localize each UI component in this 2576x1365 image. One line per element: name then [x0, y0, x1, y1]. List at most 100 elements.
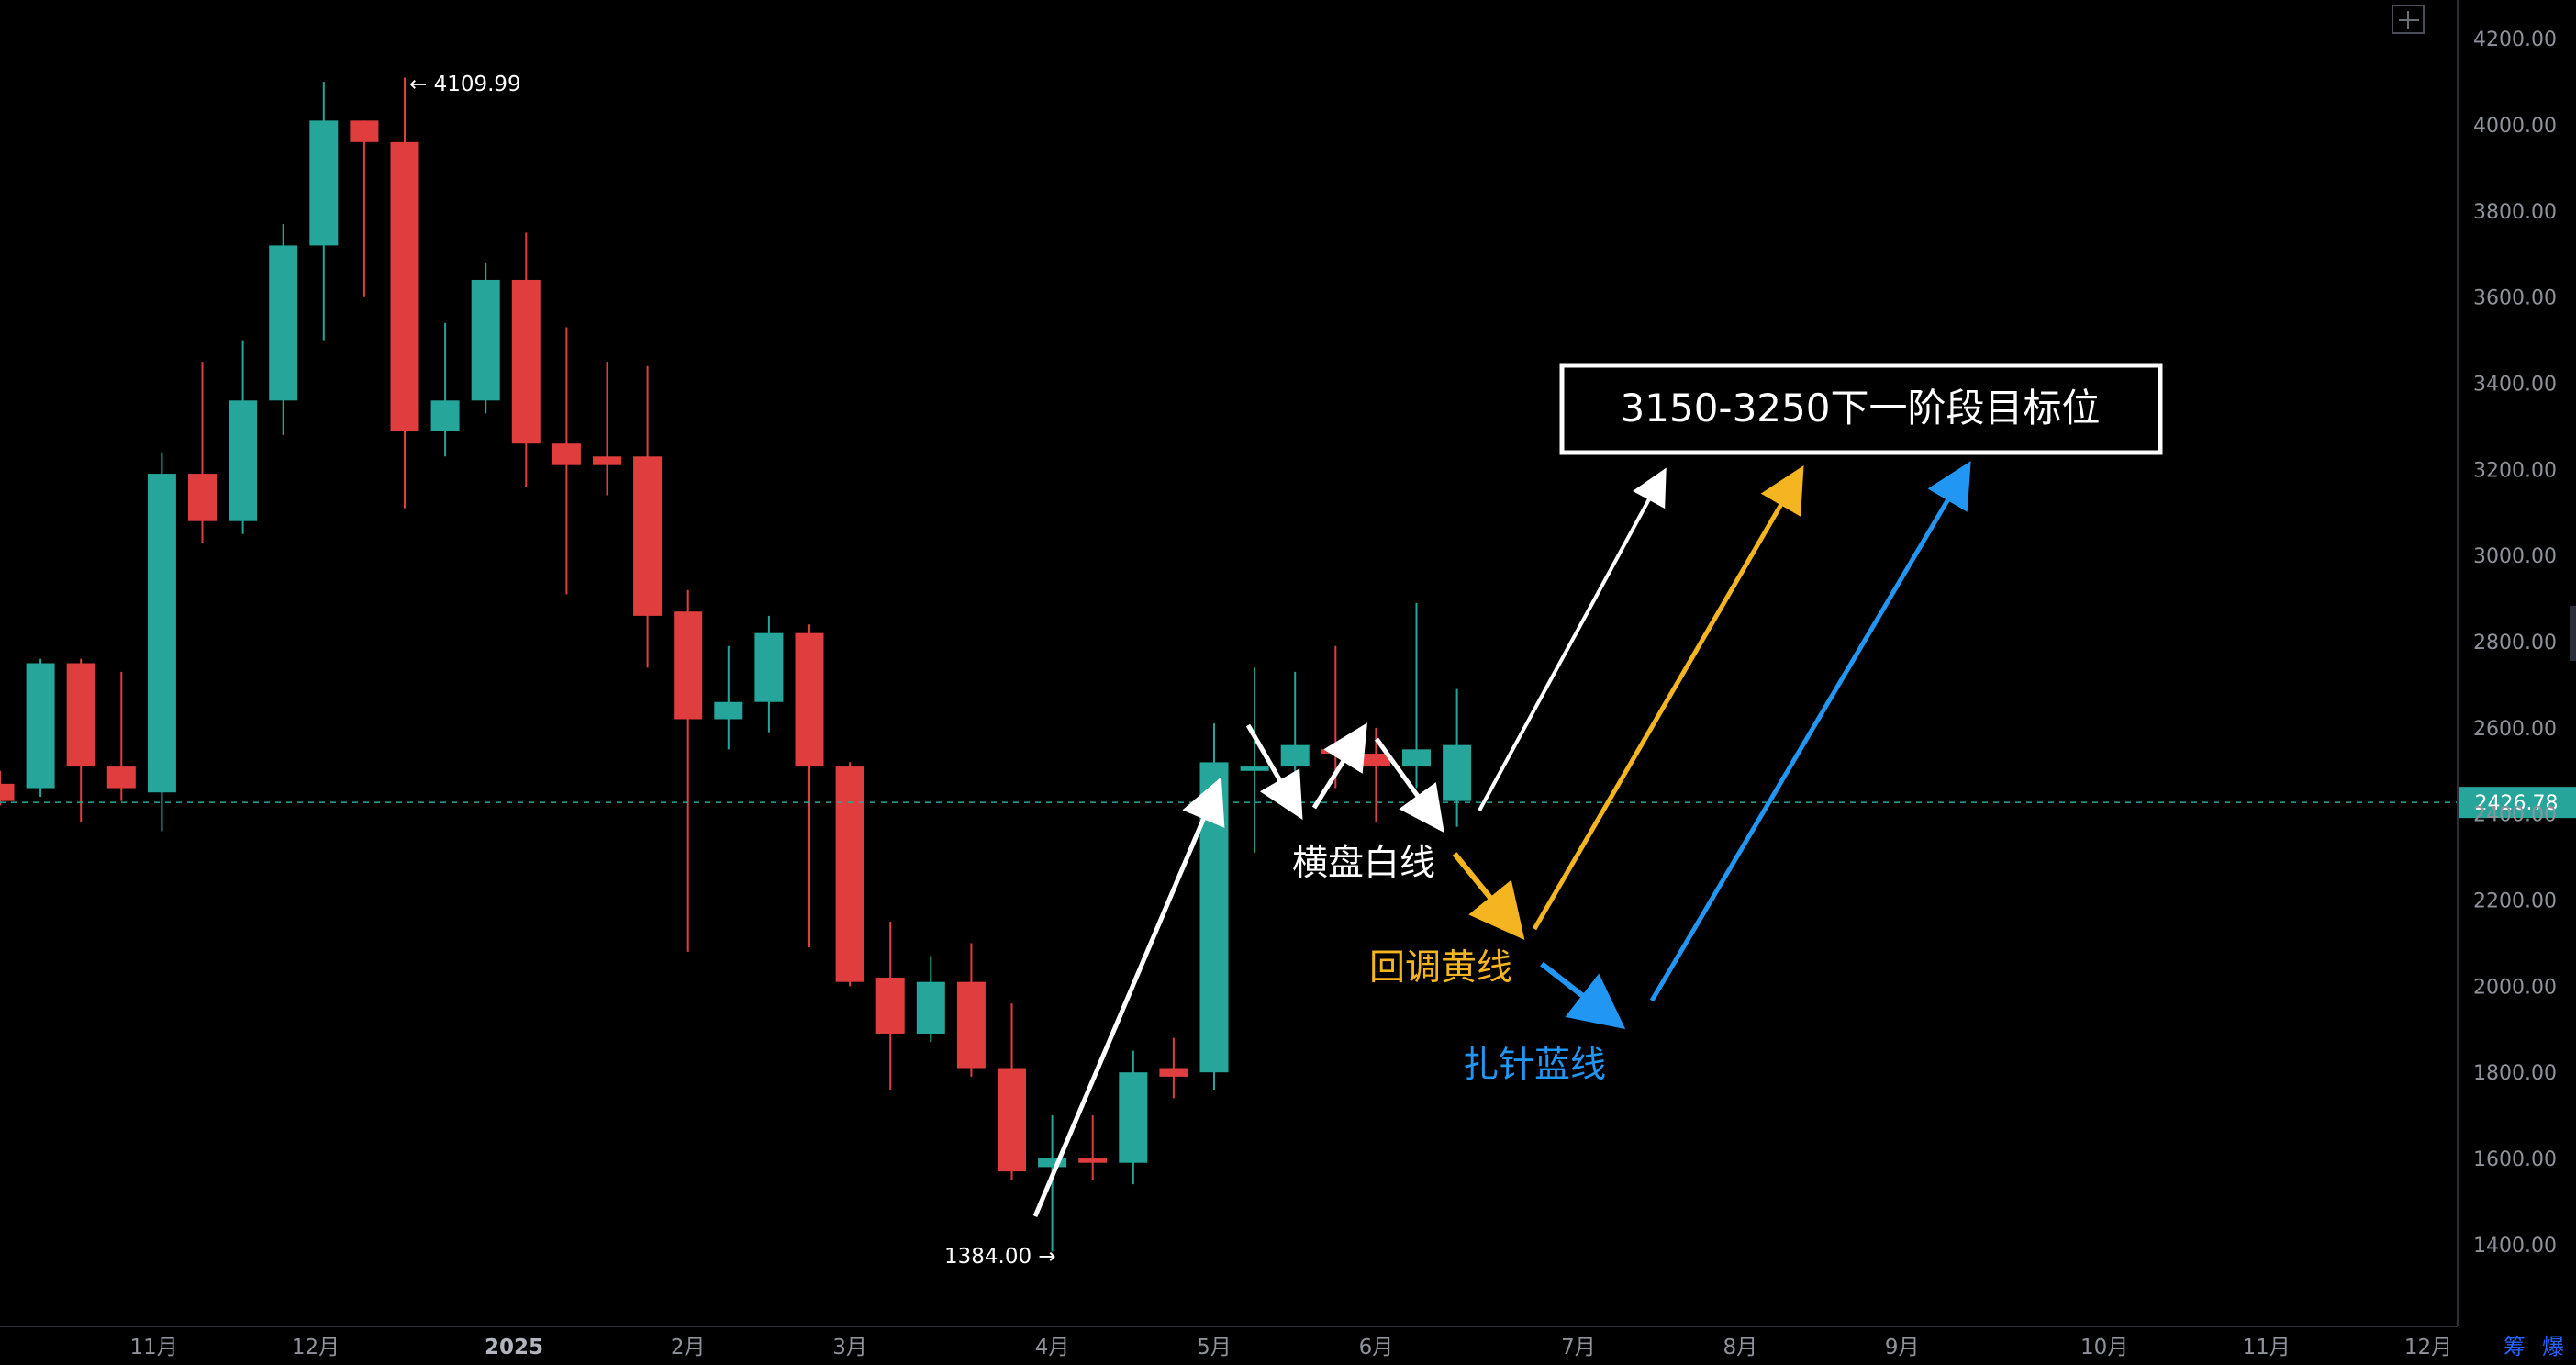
candle-body — [471, 279, 500, 401]
candle-body — [1443, 744, 1472, 801]
time-tick-label: 10月 — [2080, 1336, 2128, 1359]
candle-body — [229, 400, 258, 521]
yellow-path-arrows — [1452, 465, 1804, 940]
candle-body — [147, 474, 176, 793]
price-tick-label: 2400.00 — [2473, 804, 2557, 827]
candle — [998, 1003, 1026, 1180]
time-tick-label: 6月 — [1359, 1336, 1394, 1359]
blue-target-arrow — [1649, 461, 1971, 1002]
price-tick-label: 2600.00 — [2473, 718, 2557, 741]
candle-body — [593, 456, 621, 465]
candle-body — [875, 977, 905, 1034]
candle — [147, 452, 176, 832]
candle — [309, 82, 339, 341]
candles-layer — [0, 77, 1472, 1252]
candle-body — [835, 766, 864, 982]
time-tick-label: 11月 — [2242, 1336, 2290, 1359]
time-tick-label: 5月 — [1197, 1336, 1232, 1359]
blue-path-arrows — [1540, 461, 1971, 1030]
price-tick-label: 4200.00 — [2473, 28, 2557, 51]
candle — [835, 762, 864, 987]
candle-body — [1240, 766, 1269, 771]
candle-body — [916, 981, 945, 1034]
axis-scroll-handle[interactable] — [2570, 606, 2576, 661]
candle-body — [674, 611, 703, 720]
candle — [1199, 723, 1229, 1090]
range-arrow-up — [1311, 722, 1367, 810]
candle-body — [552, 443, 581, 465]
candle-body — [26, 663, 55, 789]
time-tick-label: 12月 — [2404, 1336, 2452, 1359]
yellow-target-arrow — [1532, 465, 1804, 931]
current-price-value: 2426.78 — [2475, 792, 2559, 815]
price-tick-label: 3800.00 — [2473, 201, 2557, 224]
price-tick-label: 1400.00 — [2473, 1235, 2557, 1258]
candle — [1361, 727, 1390, 823]
candle — [552, 327, 581, 595]
candle — [795, 624, 824, 948]
candle-body — [1280, 744, 1310, 767]
range-arrow-down-1 — [1245, 723, 1303, 820]
time-tick-label: 12月 — [292, 1336, 340, 1359]
current-price-line: 2426.78 — [0, 787, 2576, 819]
high-marker: ← 4109.99 — [409, 73, 521, 96]
candle — [390, 77, 419, 509]
price-tick-label: 3400.00 — [2473, 374, 2557, 397]
yellow-line-label: 回调黄线 — [1369, 947, 1512, 989]
candle-body — [1038, 1158, 1067, 1168]
time-tick-label: 11月 — [129, 1336, 177, 1359]
candle — [269, 223, 298, 435]
candle-body — [1119, 1072, 1148, 1163]
expand-icon[interactable] — [2392, 5, 2425, 34]
time-tick-label: 8月 — [1723, 1336, 1757, 1359]
time-tick-label: 9月 — [1885, 1336, 1920, 1359]
candle — [188, 362, 217, 543]
candle — [754, 615, 784, 733]
candle — [916, 956, 945, 1043]
price-tick-label: 3000.00 — [2473, 545, 2557, 568]
candle — [875, 921, 905, 1090]
candle — [1159, 1037, 1188, 1099]
candle — [350, 120, 379, 297]
range-arrow-down-2 — [1374, 737, 1444, 834]
candle-body — [0, 783, 15, 801]
candle — [430, 322, 460, 457]
price-tick-label: 3200.00 — [2473, 459, 2557, 482]
candle-body — [390, 141, 419, 431]
candle-body — [511, 279, 541, 444]
price-axis[interactable]: 4200.00 4000.00 3800.00 3600.00 3400.00 3200.… — [2457, 0, 2576, 1326]
candle-body — [714, 701, 743, 720]
candle — [229, 340, 258, 534]
low-marker: 1384.00 → — [944, 1245, 1056, 1269]
candle — [593, 362, 621, 496]
time-axis[interactable]: 11月 12月 2025 2月 3月 4月 5月 6月 7月 8月 9月 10月 11月 12月 — [0, 1326, 2458, 1359]
candle-body — [1402, 749, 1431, 767]
price-tick-label: 1600.00 — [2473, 1148, 2557, 1171]
candle-body — [1321, 749, 1350, 755]
candle-body — [1159, 1068, 1188, 1077]
candle-body — [269, 245, 298, 401]
time-tick-label: 7月 — [1561, 1336, 1596, 1359]
candle-body — [754, 632, 784, 702]
candle — [1038, 1115, 1067, 1252]
time-tick-label: 4月 — [1035, 1336, 1070, 1359]
chip-icon[interactable]: 筹 — [2504, 1334, 2526, 1359]
price-tick-label: 2800.00 — [2473, 632, 2557, 655]
candle — [106, 671, 136, 801]
time-tick-label: 2月 — [671, 1336, 706, 1359]
yellow-down-arrow — [1452, 852, 1525, 940]
candle-body — [998, 1068, 1026, 1172]
candle-body — [106, 766, 136, 789]
candle-body — [309, 120, 339, 246]
candle — [511, 232, 541, 487]
time-tick-label: 2025 — [485, 1336, 543, 1359]
candle — [0, 770, 15, 806]
candle — [633, 365, 663, 668]
liquidation-icon[interactable]: 爆 — [2542, 1334, 2564, 1359]
candle-body — [1361, 754, 1390, 767]
candle-body — [956, 981, 986, 1069]
high-label: ← 4109.99 — [409, 73, 521, 96]
candle — [714, 645, 743, 750]
target-box: 3150-3250下一阶段目标位 — [1559, 363, 2163, 455]
